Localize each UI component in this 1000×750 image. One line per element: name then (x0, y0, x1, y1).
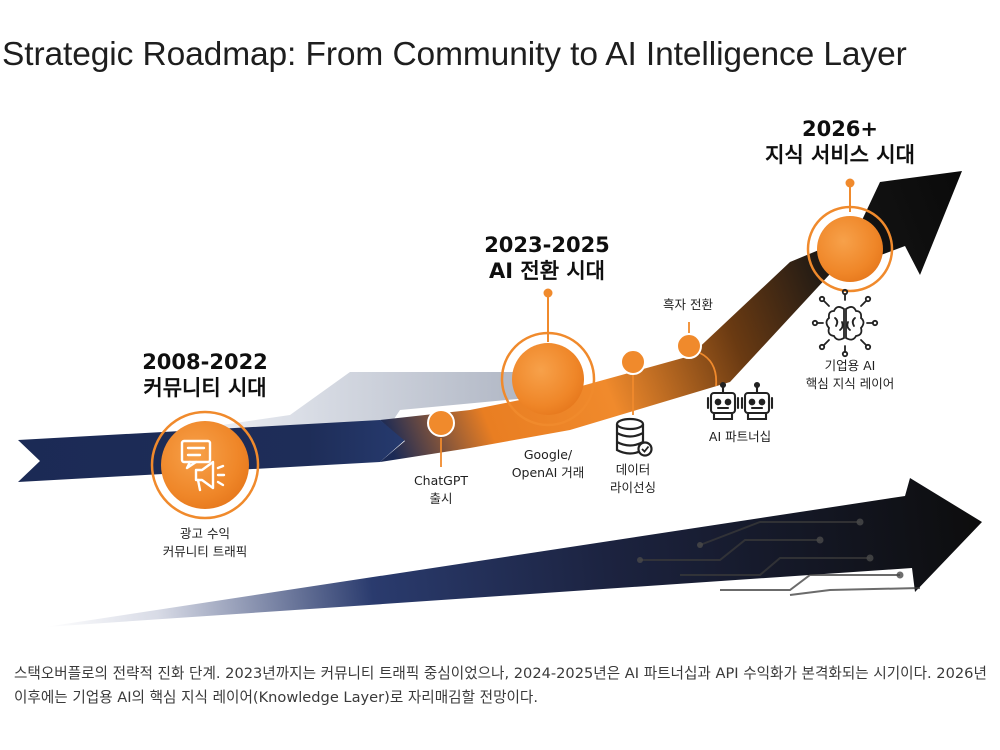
phase-period: 2026+ (801, 117, 879, 141)
label-ad-revenue: 광고 수익 커뮤니티 트래픽 (162, 526, 248, 560)
page-title: Strategic Roadmap: From Community to AI … (2, 36, 907, 73)
phase-heading-knowledge: 2026+ 지식 서비스 시대 (745, 117, 935, 168)
phase-name: 커뮤니티 시대 (143, 375, 267, 400)
data-licensing-dot (620, 349, 646, 375)
brain-icon (811, 288, 879, 358)
label-ai-partnership: AI 파트너십 (708, 429, 772, 444)
phase-name: AI 전환 시대 (489, 258, 605, 283)
label-core-layer: 기업용 AI 핵심 지식 레이어 (805, 358, 895, 392)
phase-period: 2023-2025 (484, 233, 610, 257)
megaphone-icon (180, 439, 226, 492)
phase-name: 지식 서비스 시대 (765, 142, 915, 167)
robots-icon (706, 381, 774, 421)
figure-caption: 스택오버플로의 전략적 진화 단계. 2023년까지는 커뮤니티 트래픽 중심이… (14, 665, 987, 706)
label-data-licensing: 데이터 라이선싱 (609, 462, 656, 496)
circuit-traces (640, 521, 921, 596)
phase-heading-community: 2008-2022 커뮤니티 시대 (135, 350, 275, 401)
black-turn-dot (676, 333, 702, 359)
database-icon (615, 417, 653, 457)
future-arrow (45, 478, 982, 627)
ai-transition-marker (500, 331, 596, 427)
label-deals: Google/ OpenAI 거래 (511, 447, 585, 481)
phase-period: 2008-2022 (142, 350, 268, 374)
label-chatgpt: ChatGPT 출시 (413, 473, 469, 507)
knowledge-era-marker (806, 205, 894, 293)
label-black-turn: 흑자 전환 (663, 297, 713, 312)
phase-heading-ai: 2023-2025 AI 전환 시대 (472, 233, 622, 284)
community-era-marker (150, 410, 260, 520)
chatgpt-dot (427, 409, 455, 437)
